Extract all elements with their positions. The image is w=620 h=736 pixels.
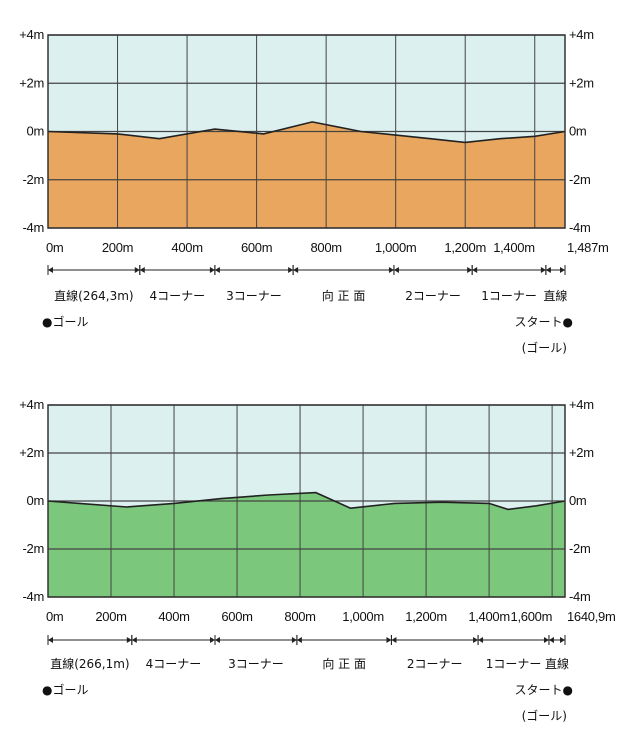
- y-tick-label-right: -2m: [569, 172, 591, 187]
- section-label: 2コーナー: [407, 657, 463, 671]
- x-tick-label: 400m: [158, 609, 189, 624]
- start-sub-label: (ゴール): [522, 708, 567, 723]
- section-arrowhead-left: [214, 637, 220, 643]
- section-label: 直線(266,1m): [50, 656, 129, 671]
- section-arrowhead-left: [139, 267, 145, 273]
- section-arrowhead-right: [134, 267, 140, 273]
- section-label: 3コーナー: [226, 289, 282, 303]
- y-tick-label-left: +2m: [19, 445, 44, 460]
- y-tick-label-right: +2m: [569, 75, 594, 90]
- y-tick-label-left: +4m: [19, 27, 44, 42]
- x-tick-label: 600m: [221, 609, 252, 624]
- x-tick-label: 800m: [310, 240, 341, 255]
- section-arrowhead-left: [293, 267, 299, 273]
- y-tick-label-right: -4m: [569, 589, 591, 604]
- y-tick-label-right: -4m: [569, 220, 591, 235]
- x-tick-label: 600m: [241, 240, 272, 255]
- start-label: スタート●: [515, 683, 573, 697]
- section-label: 直線(264,3m): [54, 288, 133, 303]
- section-arrowhead-right: [543, 637, 549, 643]
- plot-frame: [47, 404, 566, 598]
- y-tick-label-left: -4m: [23, 220, 45, 235]
- y-tick-label-right: 0m: [569, 493, 586, 508]
- x-tick-label: 1,000m: [375, 240, 417, 255]
- y-tick-label-right: +4m: [569, 397, 594, 412]
- section-label: 1コーナー: [486, 657, 542, 671]
- section-label: 向 正 面: [322, 288, 366, 303]
- section-label: 直線: [543, 288, 567, 303]
- x-tick-label: 1,400m: [468, 609, 510, 624]
- section-arrowhead-right: [467, 267, 473, 273]
- section-label: 4コーナー: [146, 657, 202, 671]
- section-arrowhead-right: [473, 637, 479, 643]
- section-arrowhead-right: [291, 637, 297, 643]
- elevation-area: [48, 492, 565, 597]
- x-tick-label: 1,400m: [493, 240, 535, 255]
- x-tick-label: 0m: [46, 609, 63, 624]
- x-tick-label: 1,600m: [511, 609, 553, 624]
- section-arrowhead-right: [560, 267, 565, 273]
- section-arrowhead-left: [296, 637, 302, 643]
- y-tick-label-left: +2m: [19, 75, 44, 90]
- section-arrowhead-left: [48, 637, 53, 643]
- section-arrowhead-left: [393, 267, 399, 273]
- start-label: スタート●: [515, 315, 573, 329]
- goal-label: ●ゴール: [42, 314, 88, 329]
- y-tick-label-right: 0m: [569, 124, 586, 139]
- section-arrowhead-right: [209, 267, 215, 273]
- x-tick-label: 1,000m: [342, 609, 384, 624]
- section-arrowhead-right: [288, 267, 294, 273]
- section-arrowhead-left: [478, 637, 484, 643]
- x-tick-label: 400m: [171, 240, 202, 255]
- x-tick-label: 200m: [102, 240, 133, 255]
- section-arrowhead-right: [540, 267, 546, 273]
- x-tick-label: 200m: [95, 609, 126, 624]
- section-arrowhead-right: [209, 637, 215, 643]
- x-tick-label: 1,200m: [444, 240, 486, 255]
- section-arrowhead-right: [388, 267, 394, 273]
- y-tick-label-left: -2m: [23, 541, 45, 556]
- x-tick-label: 800m: [284, 609, 315, 624]
- start-sub-label: (ゴール): [522, 340, 567, 355]
- y-tick-label-left: +4m: [19, 397, 44, 412]
- section-label: 向 正 面: [322, 656, 366, 671]
- y-tick-label-right: +2m: [569, 445, 594, 460]
- goal-label: ●ゴール: [42, 682, 88, 697]
- y-tick-label-right: +4m: [569, 27, 594, 42]
- plot-frame: [47, 34, 566, 229]
- x-tick-label: 1,487m: [567, 240, 609, 255]
- elevation-line: [47, 491, 566, 511]
- section-arrowhead-left: [214, 267, 220, 273]
- section-label: 2コーナー: [405, 289, 461, 303]
- section-arrowhead-left: [472, 267, 478, 273]
- section-arrowhead-right: [560, 637, 565, 643]
- section-arrowhead-left: [545, 267, 551, 273]
- elevation-area: [48, 121, 565, 228]
- section-label: 4コーナー: [150, 289, 206, 303]
- section-label: 直線: [545, 656, 569, 671]
- section-arrowhead-left: [48, 267, 53, 273]
- x-tick-label: 0m: [46, 240, 63, 255]
- section-label: 3コーナー: [228, 657, 284, 671]
- section-arrowhead-right: [126, 637, 132, 643]
- section-label: 1コーナー: [481, 289, 537, 303]
- y-tick-label-left: -4m: [23, 589, 45, 604]
- section-arrowhead-right: [386, 637, 392, 643]
- x-tick-label: 1,200m: [405, 609, 447, 624]
- y-tick-label-left: 0m: [27, 124, 44, 139]
- section-arrowhead-left: [548, 637, 554, 643]
- section-arrowhead-left: [131, 637, 137, 643]
- elevation-line: [47, 121, 566, 144]
- y-tick-label-right: -2m: [569, 541, 591, 556]
- y-tick-label-left: -2m: [23, 172, 45, 187]
- x-tick-label: 1640,9m: [567, 609, 616, 624]
- section-arrowhead-left: [391, 637, 397, 643]
- y-tick-label-left: 0m: [27, 493, 44, 508]
